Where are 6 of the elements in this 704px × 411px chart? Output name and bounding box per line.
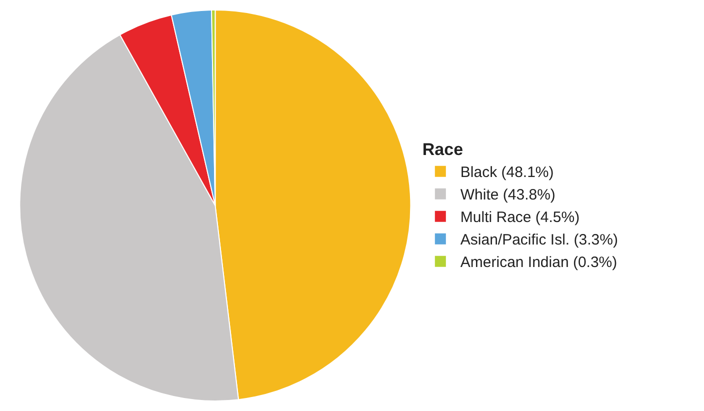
legend-label: White (43.8%) — [460, 186, 556, 204]
legend-label: Asian/Pacific Isl. (3.3%) — [460, 232, 618, 249]
legend-label: Multi Race (4.5%) — [460, 209, 580, 226]
legend-label: Black (48.1%) — [460, 164, 554, 182]
legend-title: Race — [422, 140, 464, 160]
legend-label: American Indian (0.3%) — [460, 254, 618, 272]
